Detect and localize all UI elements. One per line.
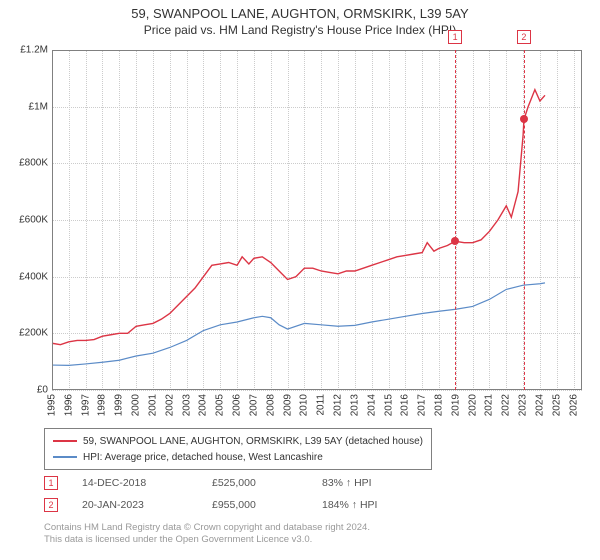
series-hpi: [52, 283, 545, 365]
x-axis-label: 1996: [63, 394, 74, 416]
x-axis-label: 2008: [265, 394, 276, 416]
x-axis-label: 2021: [484, 394, 495, 416]
x-axis-label: 2003: [181, 394, 192, 416]
x-axis-label: 2022: [501, 394, 512, 416]
legend-item: HPI: Average price, detached house, West…: [53, 449, 423, 465]
sale-marker: 2: [44, 498, 58, 512]
sale-row: 2 20-JAN-2023 £955,000 184% ↑ HPI: [44, 494, 432, 516]
x-axis-label: 2026: [568, 394, 579, 416]
legend-swatch: [53, 456, 77, 458]
x-axis-label: 2007: [248, 394, 259, 416]
sale-marker-dot: [451, 237, 459, 245]
sale-marker-line: [524, 50, 525, 390]
x-axis-label: 2019: [450, 394, 461, 416]
sale-records: 1 14-DEC-2018 £525,000 83% ↑ HPI 2 20-JA…: [44, 472, 432, 516]
y-axis-label: £800K: [19, 158, 48, 169]
sale-marker: 1: [44, 476, 58, 490]
sale-date: 20-JAN-2023: [82, 499, 212, 511]
legend-swatch: [53, 440, 77, 442]
x-axis-label: 2018: [433, 394, 444, 416]
x-axis-label: 2009: [282, 394, 293, 416]
sale-marker-line: [455, 50, 456, 390]
legend-label: HPI: Average price, detached house, West…: [83, 452, 323, 463]
x-axis-label: 2010: [299, 394, 310, 416]
sale-row: 1 14-DEC-2018 £525,000 83% ↑ HPI: [44, 472, 432, 494]
x-axis-label: 2025: [551, 394, 562, 416]
x-axis-label: 2023: [518, 394, 529, 416]
x-axis-label: 2013: [349, 394, 360, 416]
y-axis-label: £200K: [19, 328, 48, 339]
x-axis-label: 2006: [232, 394, 243, 416]
title-block: 59, SWANPOOL LANE, AUGHTON, ORMSKIRK, L3…: [0, 0, 600, 37]
x-axis-label: 2005: [215, 394, 226, 416]
sale-price: £955,000: [212, 499, 322, 511]
x-axis-label: 2001: [147, 394, 158, 416]
sale-price: £525,000: [212, 477, 322, 489]
x-axis-label: 1998: [97, 394, 108, 416]
y-axis-label: £1M: [29, 101, 48, 112]
y-axis-label: £400K: [19, 271, 48, 282]
chart-svg: [52, 50, 582, 390]
legend-item: 59, SWANPOOL LANE, AUGHTON, ORMSKIRK, L3…: [53, 433, 423, 449]
legend: 59, SWANPOOL LANE, AUGHTON, ORMSKIRK, L3…: [44, 428, 432, 470]
x-axis-label: 2017: [417, 394, 428, 416]
sale-marker-dot: [520, 115, 528, 123]
legend-label: 59, SWANPOOL LANE, AUGHTON, ORMSKIRK, L3…: [83, 436, 423, 447]
price-chart: £0£200K£400K£600K£800K£1M£1.2M1995199619…: [52, 50, 582, 390]
sale-hpi: 184% ↑ HPI: [322, 499, 432, 511]
page-title: 59, SWANPOOL LANE, AUGHTON, ORMSKIRK, L3…: [0, 6, 600, 21]
x-axis-label: 2014: [366, 394, 377, 416]
x-axis-label: 1997: [80, 394, 91, 416]
gridline-h: [52, 390, 582, 391]
x-axis-label: 2020: [467, 394, 478, 416]
x-axis-label: 1995: [47, 394, 58, 416]
x-axis-label: 2012: [333, 394, 344, 416]
x-axis-label: 2011: [316, 394, 327, 416]
footer-line: This data is licensed under the Open Gov…: [44, 534, 370, 546]
x-axis-label: 2015: [383, 394, 394, 416]
footer-line: Contains HM Land Registry data © Crown c…: [44, 522, 370, 534]
sale-marker-box: 2: [517, 30, 531, 44]
x-axis-label: 2002: [164, 394, 175, 416]
x-axis-label: 2000: [131, 394, 142, 416]
x-axis-label: 2016: [400, 394, 411, 416]
page-subtitle: Price paid vs. HM Land Registry's House …: [0, 23, 600, 37]
x-axis-label: 2024: [534, 394, 545, 416]
footer-attribution: Contains HM Land Registry data © Crown c…: [44, 522, 370, 547]
sale-date: 14-DEC-2018: [82, 477, 212, 489]
x-axis-label: 1999: [114, 394, 125, 416]
sale-marker-box: 1: [448, 30, 462, 44]
y-axis-label: £1.2M: [20, 45, 48, 56]
x-axis-label: 2004: [198, 394, 209, 416]
y-axis-label: £600K: [19, 215, 48, 226]
sale-hpi: 83% ↑ HPI: [322, 477, 432, 489]
